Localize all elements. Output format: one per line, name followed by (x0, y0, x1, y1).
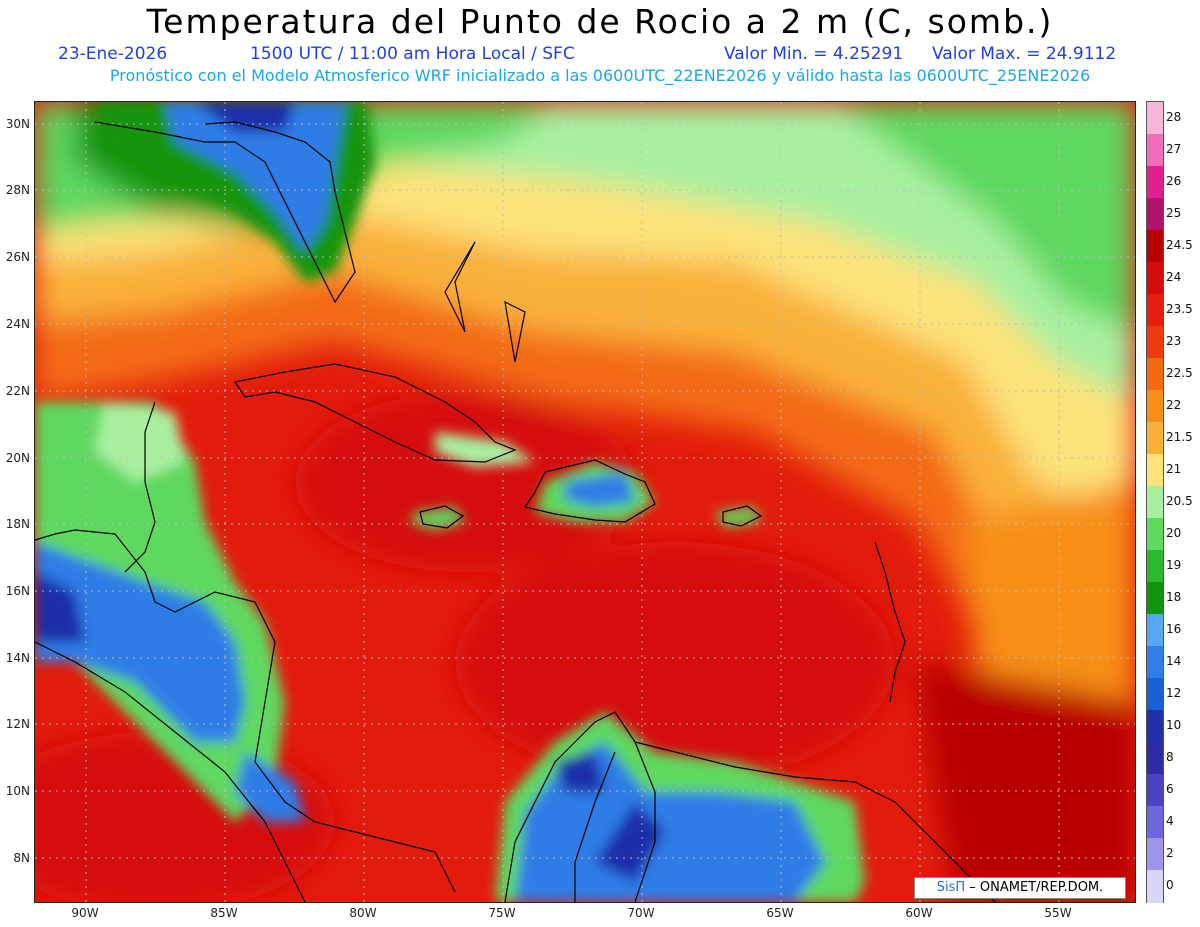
colorbar-cell (1147, 550, 1163, 583)
colorbar-cell (1147, 102, 1163, 135)
colorbar-label: 28 (1166, 110, 1182, 124)
colorbar-label: 12 (1166, 686, 1182, 700)
lon-label: 80W (349, 906, 377, 920)
colorbar-cell (1147, 262, 1163, 295)
south-america-region (495, 712, 865, 902)
sispi-logo: SisΠ (936, 880, 966, 895)
colorbar-cell (1147, 486, 1163, 519)
colorbar-label: 20.5 (1166, 494, 1193, 508)
colorbar-label: 24.5 (1166, 238, 1193, 252)
colorbar-label: 26 (1166, 174, 1182, 188)
lat-label: 8N (13, 851, 30, 865)
lon-label: 65W (766, 906, 794, 920)
colorbar-cell (1147, 518, 1163, 551)
colorbar-cell (1147, 678, 1163, 711)
lat-label: 24N (5, 317, 30, 331)
lat-label: 26N (5, 250, 30, 264)
colorbar-cell (1147, 838, 1163, 871)
colorbar-cell (1147, 806, 1163, 839)
map-title: Temperatura del Punto de Rocio a 2 m (C,… (146, 2, 1054, 41)
min-value: Valor Min. = 4.25291 (724, 44, 904, 64)
coastlines (35, 121, 996, 902)
lat-label: 12N (5, 717, 30, 731)
colorbar-label: 0 (1166, 878, 1174, 892)
lat-label: 10N (5, 784, 30, 798)
colorbar-cell (1147, 422, 1163, 455)
colorbar-label: 10 (1166, 718, 1182, 732)
colorbar-cell (1147, 358, 1163, 391)
lat-label: 28N (5, 183, 30, 197)
colorbar-label: 22.5 (1166, 366, 1193, 380)
florida-region (95, 102, 375, 282)
lat-label: 30N (5, 117, 30, 131)
colorbar-label: 18 (1166, 590, 1182, 604)
colorbar-label: 8 (1166, 750, 1174, 764)
lat-label: 20N (5, 451, 30, 465)
colorbar-label: 23.5 (1166, 302, 1193, 316)
lon-label: 85W (210, 906, 238, 920)
lon-label: 70W (627, 906, 655, 920)
colorbar-cell (1147, 710, 1163, 743)
credit-text: – ONAMET/REP.DOM. (965, 880, 1104, 895)
central-america-region (35, 402, 305, 822)
lat-label: 14N (5, 651, 30, 665)
lon-label: 55W (1044, 906, 1072, 920)
dewpoint-map (34, 101, 1136, 903)
map-canvas (35, 102, 1135, 902)
colorbar-label: 4 (1166, 814, 1174, 828)
colorbar-cell (1147, 326, 1163, 359)
lon-label: 75W (488, 906, 516, 920)
forecast-date: 23-Ene-2026 (58, 44, 168, 64)
colorbar-cell (1147, 390, 1163, 423)
colorbar-cell (1147, 614, 1163, 647)
colorbar-label: 25 (1166, 206, 1182, 220)
colorbar-cell (1147, 294, 1163, 327)
lat-label: 16N (5, 584, 30, 598)
colorbar-cell (1147, 870, 1163, 903)
credit-box: SisΠ – ONAMET/REP.DOM. (914, 877, 1126, 899)
colorbar-cell (1147, 198, 1163, 231)
colorbar-cell (1147, 646, 1163, 679)
colorbar-cell (1147, 166, 1163, 199)
gridlines (35, 102, 1135, 902)
lat-label: 22N (5, 384, 30, 398)
colorbar-label: 27 (1166, 142, 1182, 156)
lon-label: 60W (905, 906, 933, 920)
colorbar-cell (1147, 230, 1163, 263)
forecast-time: 1500 UTC / 11:00 am Hora Local / SFC (250, 44, 575, 64)
colorbar-label: 14 (1166, 654, 1182, 668)
colorbar-label: 6 (1166, 782, 1174, 796)
colorbar-cell (1147, 582, 1163, 615)
colorbar-label: 24 (1166, 270, 1182, 284)
model-info: Pronóstico con el Modelo Atmosferico WRF… (109, 66, 1091, 85)
colorbar-label: 22 (1166, 398, 1182, 412)
lon-label: 90W (71, 906, 99, 920)
colorbar-label: 20 (1166, 526, 1182, 540)
colorbar-cell (1147, 134, 1163, 167)
colorbar-cell (1147, 742, 1163, 775)
colorbar-label: 16 (1166, 622, 1182, 636)
colorbar-label: 19 (1166, 558, 1182, 572)
colorbar-cell (1147, 454, 1163, 487)
colorbar-label: 23 (1166, 334, 1182, 348)
colorbar-cell (1147, 774, 1163, 807)
colorbar-label: 21 (1166, 462, 1182, 476)
max-value: Valor Max. = 24.9112 (932, 44, 1117, 64)
colorbar (1146, 101, 1164, 903)
colorbar-label: 21.5 (1166, 430, 1193, 444)
lat-label: 18N (5, 517, 30, 531)
colorbar-label: 2 (1166, 846, 1174, 860)
